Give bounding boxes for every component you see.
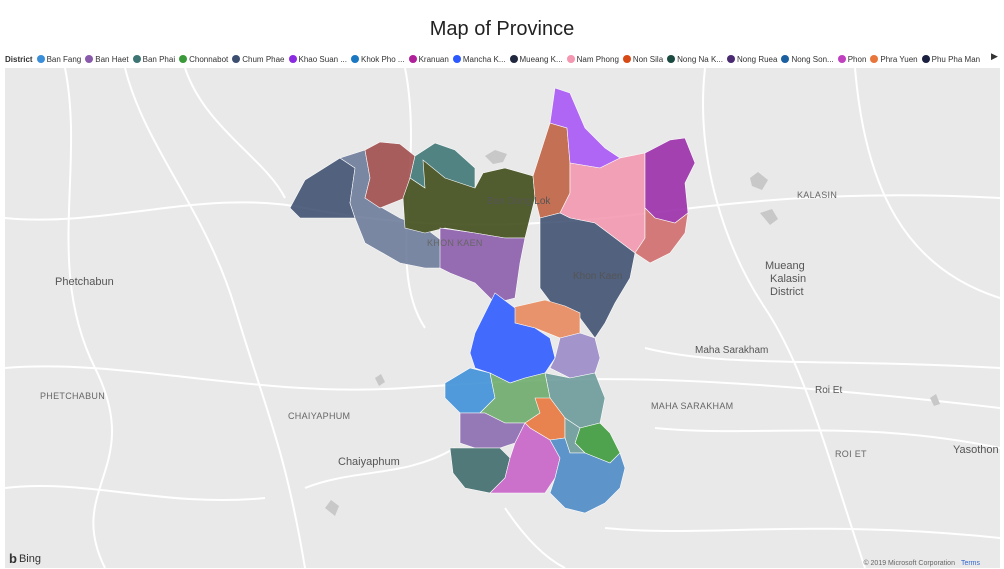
legend-item[interactable]: Chum Phae xyxy=(232,54,285,64)
place-label: KALASIN xyxy=(797,190,838,200)
legend-item[interactable]: Mueang K... xyxy=(509,54,563,64)
bing-logo-icon: b xyxy=(9,551,17,566)
terms-link[interactable]: Terms xyxy=(960,560,980,567)
legend-item[interactable]: Ban Fang xyxy=(36,54,82,64)
legend-swatch-icon xyxy=(726,55,735,63)
legend-item[interactable]: Kranuan xyxy=(408,54,449,64)
place-label: MAHA SARAKHAM xyxy=(651,401,734,411)
legend-item[interactable]: Ban Haet xyxy=(85,54,129,64)
legend-item-label: Nam Phong xyxy=(576,54,619,64)
roads xyxy=(5,68,1000,568)
legend-item-label: Nong Na K... xyxy=(677,54,723,64)
place-label: Mueang xyxy=(765,260,805,272)
place-label: Khon Kaen xyxy=(573,271,623,282)
place-label: Yasothon xyxy=(953,444,999,456)
legend-item[interactable]: Nong Son... xyxy=(781,54,834,64)
district-khao-suan-kwang xyxy=(549,87,621,169)
legend-item[interactable]: Nong Ruea xyxy=(726,54,778,64)
legend-item-label: Phon xyxy=(847,54,867,64)
district-kranuan xyxy=(644,137,696,224)
legend-item-label: Ban Haet xyxy=(95,54,129,64)
district-ban-haet-south xyxy=(549,332,601,379)
legend-swatch-icon xyxy=(408,55,417,63)
place-label: District xyxy=(770,286,804,298)
map-svg xyxy=(5,68,1000,568)
legend-item-label: Kranuan xyxy=(418,54,449,64)
legend-swatch-icon xyxy=(667,55,676,63)
place-label: Kalasin xyxy=(770,273,807,285)
place-label: Chaiyaphum xyxy=(338,456,400,468)
legend: District Ban Fang Ban Haet Ban Phai Chonnab… xyxy=(5,52,984,66)
legend-swatch-icon xyxy=(781,55,790,63)
district-shapes xyxy=(289,87,696,514)
legend-swatch-icon xyxy=(350,55,359,63)
bing-label: Bing xyxy=(18,552,41,565)
legend-item-label: Phra Yuen xyxy=(880,54,918,64)
legend-item-label: Nong Ruea xyxy=(736,54,778,64)
legend-item[interactable]: Nam Phong xyxy=(566,54,619,64)
legend-swatch-icon xyxy=(232,55,241,63)
legend-item[interactable]: Khao Suan ... xyxy=(288,54,347,64)
place-label: Maha Sarakham xyxy=(695,345,769,356)
legend-swatch-icon xyxy=(36,55,45,63)
legend-item-label: Khao Suan ... xyxy=(298,54,347,64)
copyright-text: © 2019 Microsoft Corporation xyxy=(863,560,955,567)
legend-item-label: Mueang K... xyxy=(519,54,563,64)
district-chum-phae xyxy=(289,157,356,219)
chart-title: Map of Province xyxy=(429,18,575,40)
copyright: © 2019 Microsoft Corporation Terms xyxy=(863,560,980,567)
place-label: PHETCHABUN xyxy=(40,391,106,401)
legend-item[interactable]: Non Sila xyxy=(622,54,664,64)
legend-item-label: Non Sila xyxy=(632,54,664,64)
place-label: Phetchabun xyxy=(55,276,114,288)
place-label: Ban Dong Lok xyxy=(487,196,551,207)
legend-swatch-icon xyxy=(179,55,188,63)
legend-swatch-icon xyxy=(132,55,141,63)
legend-swatch-icon xyxy=(870,55,879,63)
legend-swatch-icon xyxy=(85,55,94,63)
bing-attribution: b Bing xyxy=(9,551,41,566)
legend-next-arrow-icon[interactable]: ▶ xyxy=(991,52,998,62)
district-nong-song-hong xyxy=(549,437,626,514)
place-label: Roi Et xyxy=(815,385,843,396)
legend-item-label: Mancha K... xyxy=(462,54,506,64)
legend-item[interactable]: Mancha K... xyxy=(452,54,506,64)
legend-item[interactable]: Phra Yuen xyxy=(870,54,918,64)
legend-item[interactable]: Chonnabot xyxy=(179,55,228,64)
legend-swatch-icon xyxy=(509,55,518,63)
legend-item-label: Ban Fang xyxy=(46,54,82,64)
district-nong-ruea-east xyxy=(634,207,689,264)
water-bodies xyxy=(325,150,940,516)
legend-swatch-icon xyxy=(622,55,631,63)
legend-item-label: Khok Pho ... xyxy=(360,54,405,64)
legend-item-label: Nong Son... xyxy=(791,54,834,64)
legend-swatch-icon xyxy=(566,55,575,63)
legend-swatch-icon xyxy=(288,55,297,63)
legend-title: District xyxy=(5,54,33,64)
legend-item-label: Chonnabot xyxy=(189,54,229,64)
legend-item[interactable]: Khok Pho ... xyxy=(350,54,405,64)
legend-swatch-icon xyxy=(921,55,930,63)
legend-item[interactable]: Nong Na K... xyxy=(667,55,723,64)
map-canvas[interactable]: Phetchabun PHETCHABUN CHAIYAPHUM Chaiyaphum… xyxy=(5,68,1000,568)
legend-items: Ban Fang Ban Haet Ban Phai Chonnabot Chum Ph… xyxy=(36,54,985,64)
legend-swatch-icon xyxy=(452,55,461,63)
place-label: CHAIYAPHUM xyxy=(288,411,351,421)
place-label: ROI ET xyxy=(835,449,867,459)
district-ban-haet xyxy=(439,227,526,304)
legend-item[interactable]: Phu Pha Man xyxy=(921,54,981,64)
legend-item-label: Chum Phae xyxy=(242,54,285,64)
legend-item-label: Phu Pha Man xyxy=(931,54,981,64)
legend-swatch-icon xyxy=(837,55,846,63)
legend-item-label: Ban Phai xyxy=(142,54,176,64)
place-label: KHON KAEN xyxy=(427,238,483,248)
legend-item[interactable]: Phon xyxy=(837,54,867,64)
legend-item[interactable]: Ban Phai xyxy=(132,54,176,64)
